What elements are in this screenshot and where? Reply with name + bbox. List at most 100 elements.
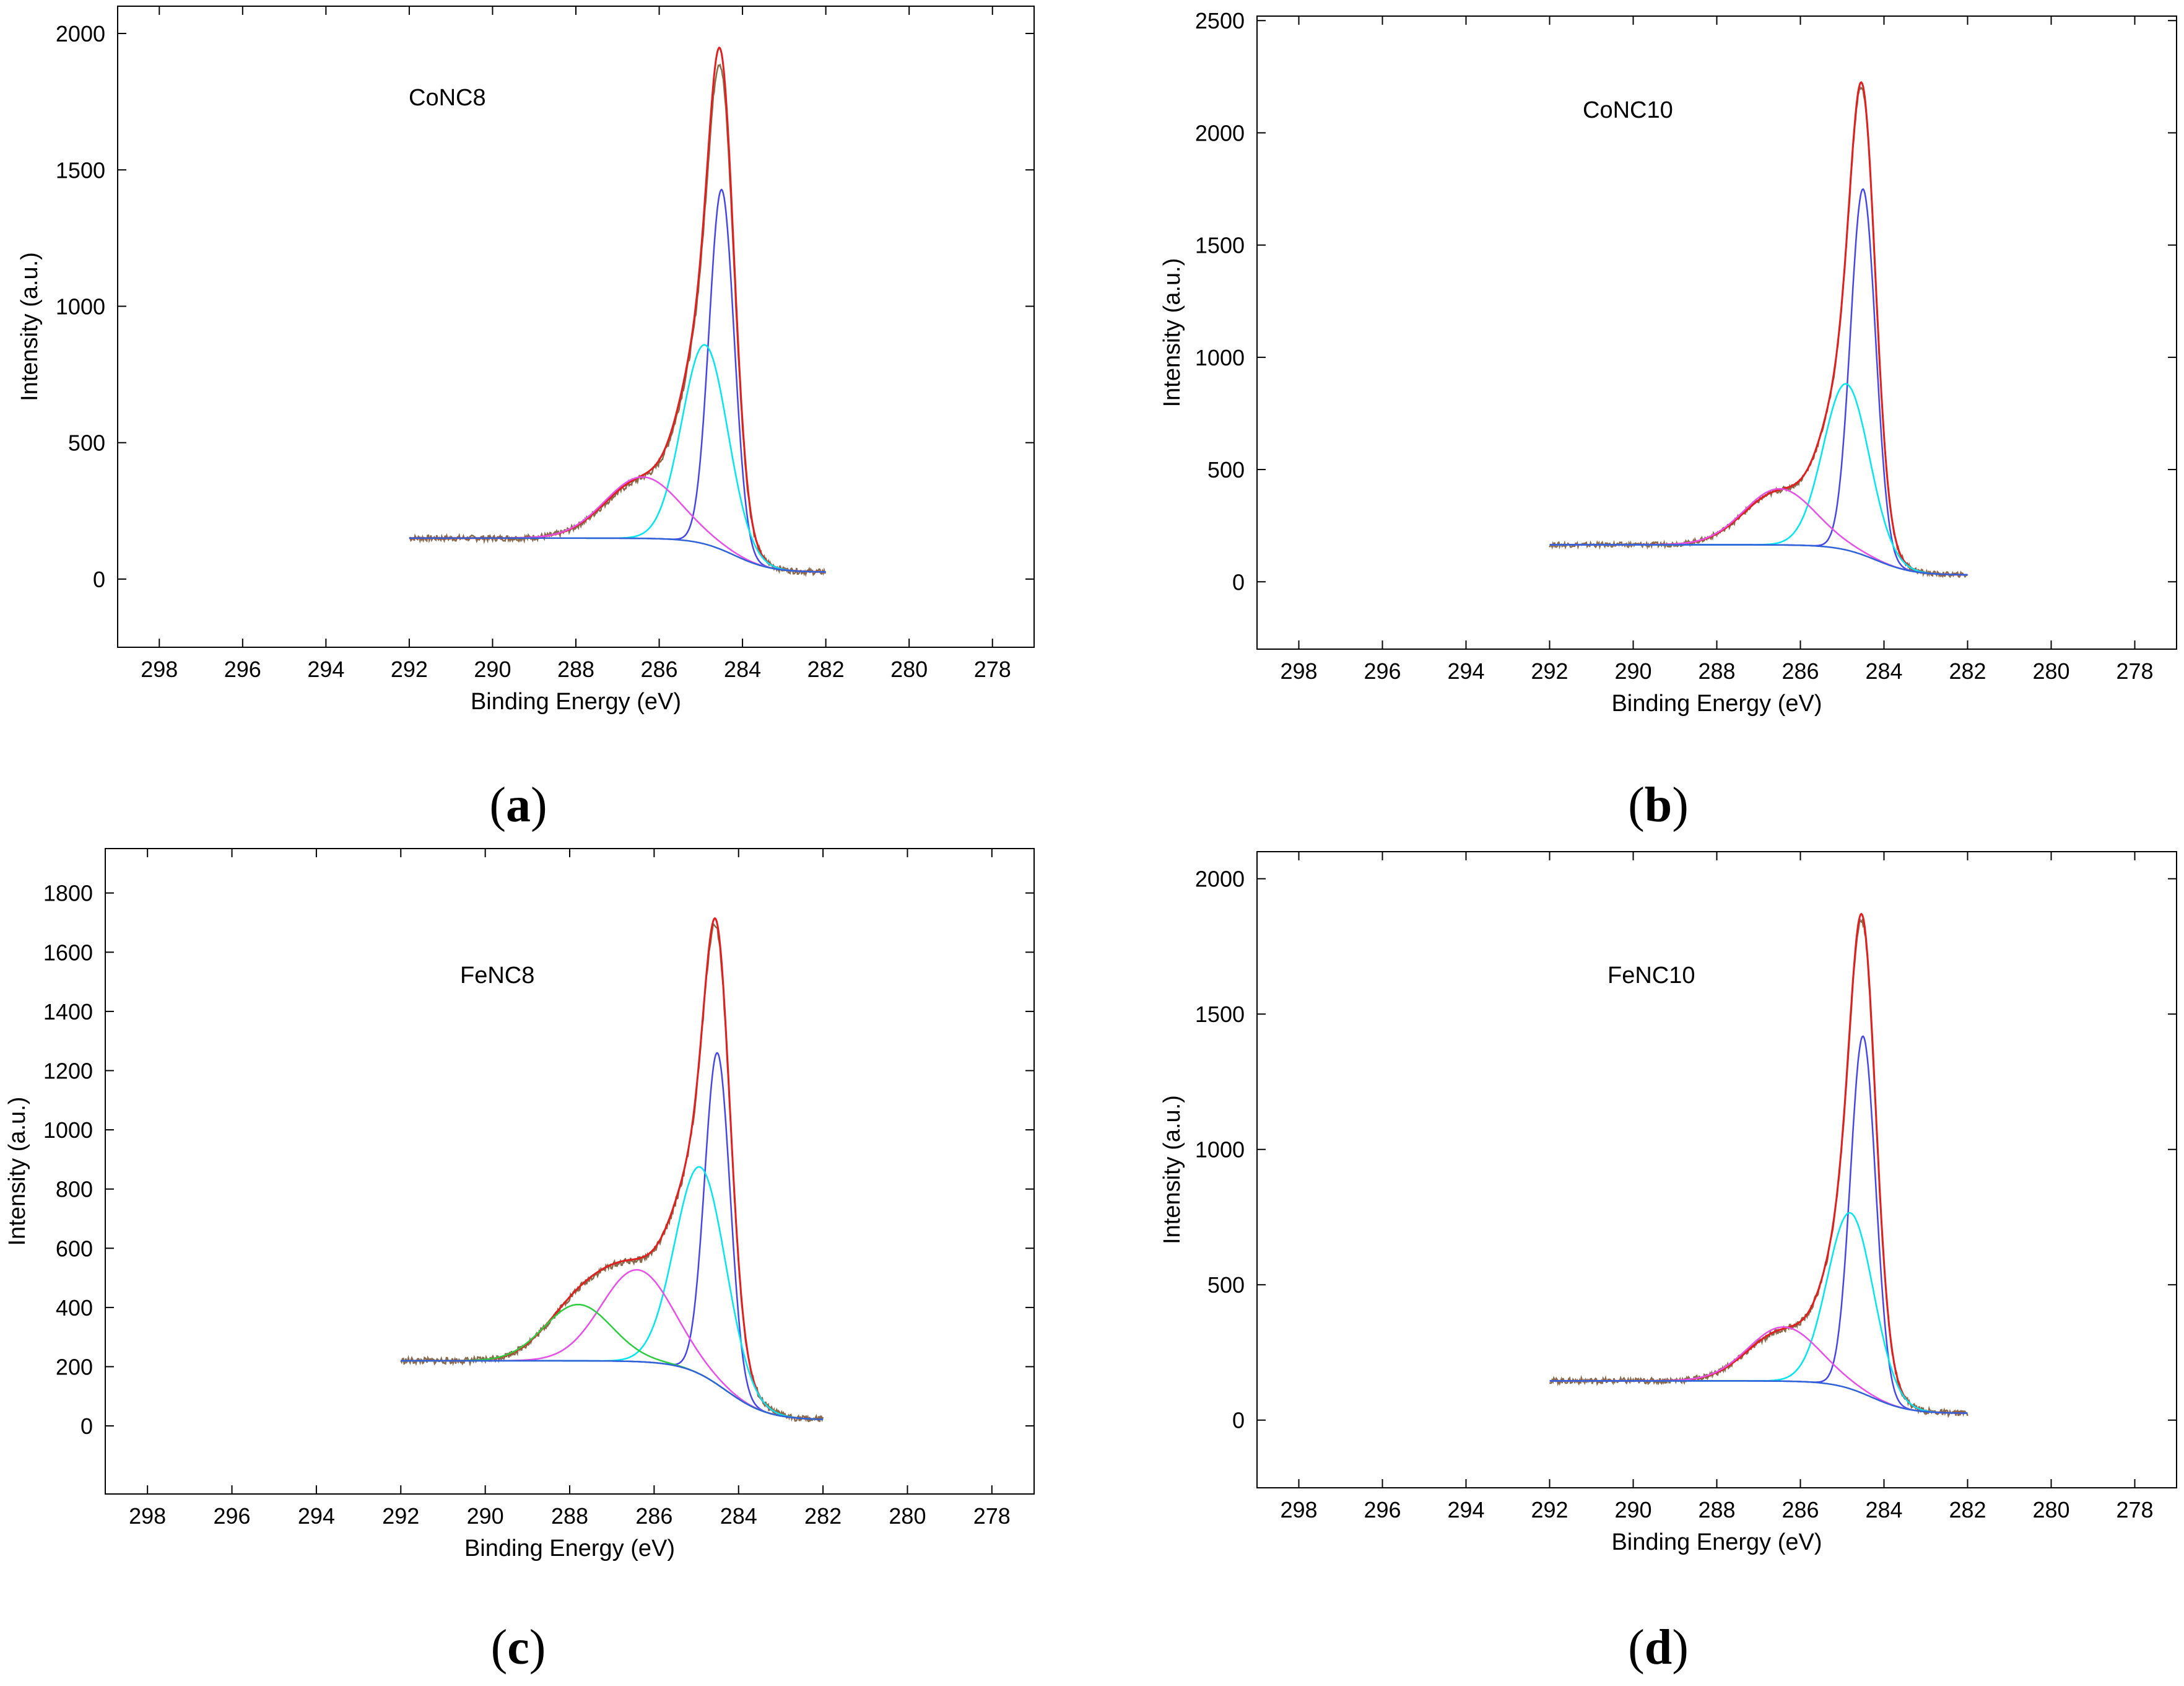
y-tick-label: 2000: [1195, 867, 1245, 892]
series-c-c-sp3: [401, 1166, 824, 1420]
x-tick-label: 282: [807, 657, 845, 682]
series-raw: [400, 922, 824, 1423]
x-tick-label: 284: [1865, 1497, 1902, 1522]
y-tick-label: 2500: [1195, 8, 1245, 33]
y-tick-label: 800: [56, 1177, 93, 1202]
series-fit-envelope: [401, 917, 824, 1421]
y-tick-label: 1500: [56, 157, 105, 183]
y-tick-label: 500: [68, 430, 105, 456]
y-tick-label: 0: [93, 567, 105, 592]
x-tick-label: 290: [1614, 1497, 1651, 1522]
x-tick-label: 296: [224, 657, 261, 682]
x-tick-label: 282: [1949, 658, 1986, 684]
x-tick-label: 298: [129, 1503, 166, 1529]
x-tick-label: 294: [307, 657, 344, 682]
chart-panel-b: 298 296 294 292 290 288 286 284 282 280 278 0 500 100…: [1159, 8, 2177, 717]
panel-caption-d: (d): [1628, 1620, 1689, 1675]
y-tick-label: 1600: [43, 940, 93, 965]
plot-frame: [105, 848, 1035, 1495]
y-tick-label: 1800: [43, 881, 93, 906]
x-tick-label: 288: [1698, 658, 1735, 684]
y-tick-label: 500: [1207, 1272, 1245, 1298]
y-tick-label: 1000: [43, 1117, 93, 1143]
series-baseline: [1549, 1380, 1968, 1414]
series-c-c-sp2: [401, 1052, 824, 1420]
x-tick-label: 278: [973, 1503, 1011, 1529]
y-tick-label: 1000: [56, 294, 105, 319]
x-tick-label: 288: [551, 1503, 588, 1529]
x-tick-label: 278: [2116, 1497, 2153, 1522]
panel-caption-b: (b): [1628, 778, 1689, 832]
series-baseline: [1549, 544, 1968, 576]
x-tick-label: 286: [635, 1503, 672, 1529]
series-baseline: [401, 1360, 824, 1420]
x-tick-label: 280: [2032, 658, 2069, 684]
x-tick-label: 294: [298, 1503, 335, 1529]
x-tick-label: 292: [1531, 1497, 1568, 1522]
y-axis-label: Intensity (a.u.): [1159, 258, 1185, 408]
y-tick-label: 600: [56, 1236, 93, 1261]
x-tick-label: 286: [1782, 1497, 1819, 1522]
x-axis-label: Binding Energy (eV): [471, 689, 681, 715]
y-tick-label: 1000: [1195, 345, 1245, 370]
x-tick-label: 296: [1364, 658, 1401, 684]
series-raw: [1549, 84, 1969, 579]
y-axis-label: Intensity (a.u.): [1159, 1095, 1185, 1244]
x-tick-label: 284: [1865, 658, 1902, 684]
y-tick-label: 1200: [43, 1058, 93, 1083]
plot-frame: [1256, 15, 2177, 650]
x-tick-label: 294: [1447, 1497, 1484, 1522]
x-tick-label: 298: [141, 657, 178, 682]
series-fit-envelope: [1549, 81, 1968, 576]
x-tick-label: 292: [391, 657, 428, 682]
y-axis-label: Intensity (a.u.): [4, 1097, 30, 1246]
sample-label: CoNC10: [1583, 97, 1673, 123]
x-tick-label: 294: [1447, 658, 1484, 684]
x-axis-label: Binding Energy (eV): [1611, 691, 1822, 717]
x-tick-label: 282: [804, 1503, 842, 1529]
x-tick-label: 288: [557, 657, 594, 682]
y-tick-label: 0: [1232, 1408, 1245, 1433]
x-tick-label: 292: [1531, 658, 1568, 684]
x-tick-label: 286: [641, 657, 678, 682]
series-baseline: [409, 537, 826, 573]
x-axis-label: Binding Energy (eV): [1611, 1529, 1822, 1555]
sample-label: CoNC8: [409, 85, 486, 111]
plot-frame: [117, 6, 1035, 648]
x-tick-label: 280: [890, 657, 928, 682]
chart-panel-d: 298 296 294 292 290 288 286 284 282 280 278 0 500 100…: [1159, 851, 2177, 1555]
x-tick-label: 296: [214, 1503, 251, 1529]
y-axis-label: Intensity (a.u.): [17, 252, 43, 401]
panel-caption-a: (a): [489, 778, 547, 832]
x-tick-label: 284: [724, 657, 761, 682]
x-tick-label: 284: [720, 1503, 757, 1529]
sample-label: FeNC8: [460, 963, 534, 989]
series-raw: [409, 63, 826, 577]
x-tick-label: 298: [1280, 1497, 1317, 1522]
y-tick-label: 2000: [1195, 120, 1245, 146]
y-tick-label: 2000: [56, 21, 105, 46]
x-tick-label: 290: [467, 1503, 504, 1529]
y-tick-label: 1400: [43, 999, 93, 1024]
series-c-c-sp2: [409, 188, 826, 573]
x-tick-label: 296: [1364, 1497, 1401, 1522]
y-tick-label: 1500: [1195, 233, 1245, 258]
y-tick-label: 1000: [1195, 1137, 1245, 1163]
sample-label: FeNC10: [1608, 963, 1695, 989]
x-tick-label: 292: [382, 1503, 419, 1529]
y-tick-label: 0: [1232, 569, 1245, 595]
y-tick-label: 200: [56, 1354, 93, 1379]
series-c-c-sp2: [1549, 188, 1968, 576]
chart-panel-c: 298 296 294 292 290 288 286 284 282 280 278 0 200 400…: [4, 848, 1035, 1562]
panel-caption-c: (c): [490, 1620, 546, 1675]
y-tick-label: 1500: [1195, 1002, 1245, 1027]
x-tick-label: 278: [2116, 658, 2153, 684]
x-tick-label: 280: [889, 1503, 926, 1529]
y-tick-label: 0: [80, 1413, 93, 1439]
x-tick-label: 278: [974, 657, 1011, 682]
plot-frame: [1256, 851, 2177, 1488]
x-tick-label: 282: [1949, 1497, 1986, 1522]
y-tick-label: 400: [56, 1295, 93, 1321]
x-tick-label: 290: [474, 657, 511, 682]
